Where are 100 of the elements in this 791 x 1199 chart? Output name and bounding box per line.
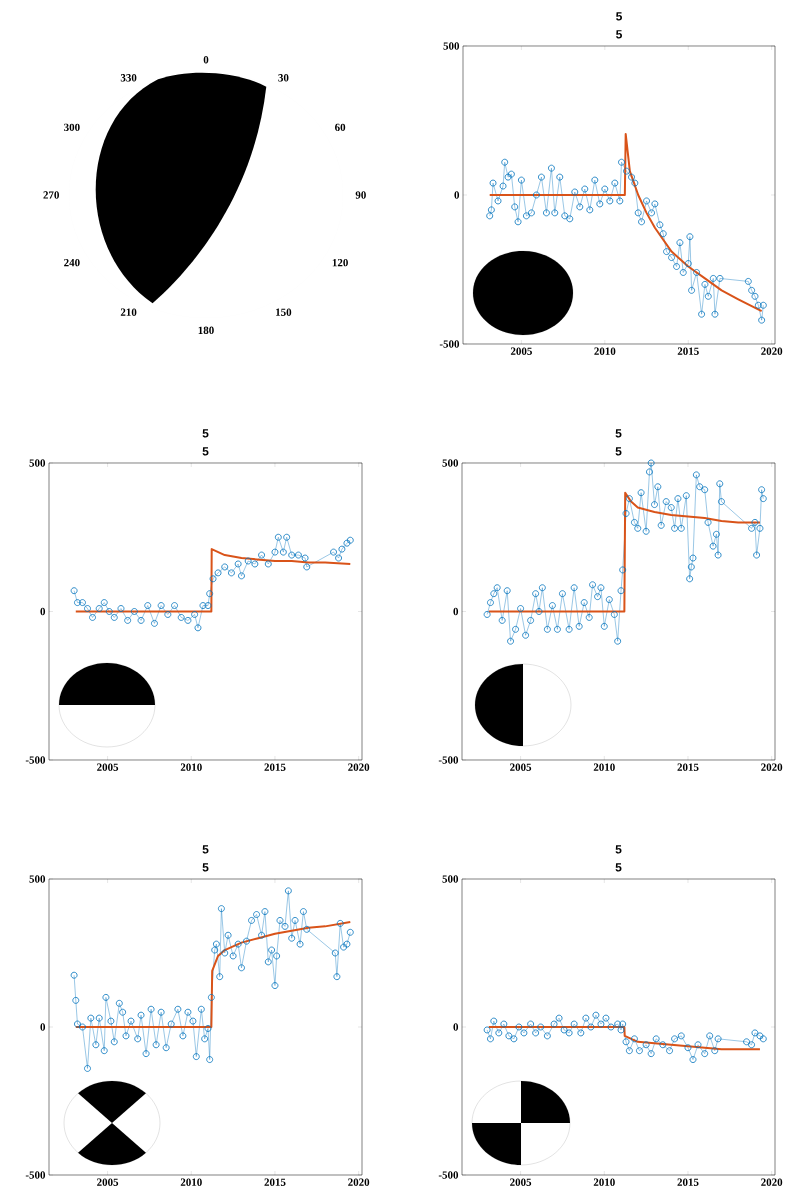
point	[164, 611, 172, 618]
category-label: 120	[332, 258, 348, 267]
chart-title: 5	[615, 429, 622, 438]
category-label: 210	[120, 308, 137, 316]
point	[751, 1029, 759, 1037]
point	[283, 533, 291, 541]
point	[70, 587, 78, 595]
category-label: 150	[276, 308, 292, 316]
x-tick-label: 2005	[510, 1178, 532, 1186]
x-tick-label: 2020	[348, 763, 370, 771]
x-tick-label: 2015	[677, 763, 699, 771]
x-tick-label: 2020	[761, 763, 783, 771]
point	[625, 1047, 633, 1055]
chart-title: 5	[615, 845, 622, 854]
point	[214, 569, 222, 577]
point	[515, 1023, 523, 1031]
point	[711, 1047, 719, 1055]
point	[338, 545, 346, 553]
point	[759, 1035, 767, 1043]
y-tick-label: 0	[40, 607, 46, 616]
category-label: 0	[203, 56, 209, 64]
chart-subtitle: 5	[615, 447, 622, 456]
x-tick-label: 2005	[510, 763, 532, 771]
category-label: 330	[120, 74, 137, 82]
x-tick-label: 2010	[594, 347, 616, 355]
x-tick-label: 2015	[677, 347, 699, 355]
point	[288, 551, 296, 559]
chart-subtitle: 5	[615, 863, 622, 872]
point	[199, 602, 207, 609]
x-tick-label: 2020	[761, 1178, 783, 1186]
line-series	[488, 132, 763, 313]
point	[79, 599, 86, 606]
point	[532, 1029, 540, 1037]
x-tick-label: 2010	[593, 1178, 615, 1186]
y-tick-label: -500	[438, 756, 459, 764]
point	[206, 590, 214, 598]
point	[490, 1017, 498, 1025]
y-tick-label: 500	[442, 459, 459, 467]
point	[743, 1038, 750, 1046]
point	[602, 1014, 610, 1022]
point	[137, 617, 145, 624]
point	[221, 563, 229, 571]
point	[151, 619, 158, 627]
y-tick-label: 500	[29, 459, 46, 467]
point	[487, 1035, 494, 1043]
point	[684, 1044, 692, 1052]
point	[177, 614, 185, 621]
chart-title: 5	[616, 12, 622, 21]
chart-subtitle: 5	[202, 863, 209, 872]
point	[330, 548, 337, 556]
point	[251, 560, 259, 568]
category-label: 90	[355, 191, 366, 199]
x-tick-label: 2020	[761, 347, 783, 355]
point	[258, 551, 265, 559]
point	[110, 614, 118, 621]
point	[587, 1023, 595, 1031]
point	[184, 617, 192, 624]
y-tick-label: -500	[438, 1171, 459, 1179]
chart-title: 5	[202, 429, 209, 438]
point	[303, 563, 311, 571]
point	[631, 1035, 638, 1043]
chart-title: 5	[202, 845, 209, 854]
point	[756, 1032, 764, 1040]
point	[636, 1047, 643, 1055]
x-tick-label: 2015	[264, 1178, 286, 1186]
category-label: 30	[278, 74, 289, 82]
chart-subtitle: 5	[202, 447, 209, 456]
x-tick-label: 2015	[677, 1178, 699, 1186]
point	[157, 602, 165, 609]
point	[748, 1041, 755, 1049]
y-tick-label: 0	[40, 1023, 46, 1031]
point	[279, 548, 287, 556]
point	[592, 1011, 600, 1019]
category-label: 240	[64, 258, 80, 267]
point	[335, 554, 342, 562]
y-tick-label: 0	[453, 607, 459, 616]
point	[301, 554, 309, 562]
y-tick-label: 0	[453, 1023, 459, 1031]
point	[117, 605, 125, 612]
point	[565, 1029, 573, 1037]
point	[191, 611, 199, 618]
point	[714, 1035, 722, 1043]
y-tick-label: -500	[439, 340, 460, 348]
point	[483, 1026, 491, 1034]
x-tick-label: 2010	[180, 763, 202, 771]
x-tick-label: 2010	[180, 1178, 202, 1186]
x-tick-label: 2020	[348, 1178, 370, 1186]
point	[510, 1035, 518, 1043]
point	[666, 1047, 673, 1055]
category-label: 300	[64, 123, 80, 132]
point	[209, 575, 217, 583]
point	[295, 551, 302, 559]
point	[607, 1023, 615, 1031]
chart-subtitle: 5	[616, 30, 622, 39]
point	[274, 533, 282, 541]
point	[89, 614, 96, 621]
point	[124, 617, 132, 624]
point	[614, 1020, 622, 1028]
x-tick-label: 2010	[593, 763, 615, 771]
category-label: 180	[198, 326, 214, 334]
